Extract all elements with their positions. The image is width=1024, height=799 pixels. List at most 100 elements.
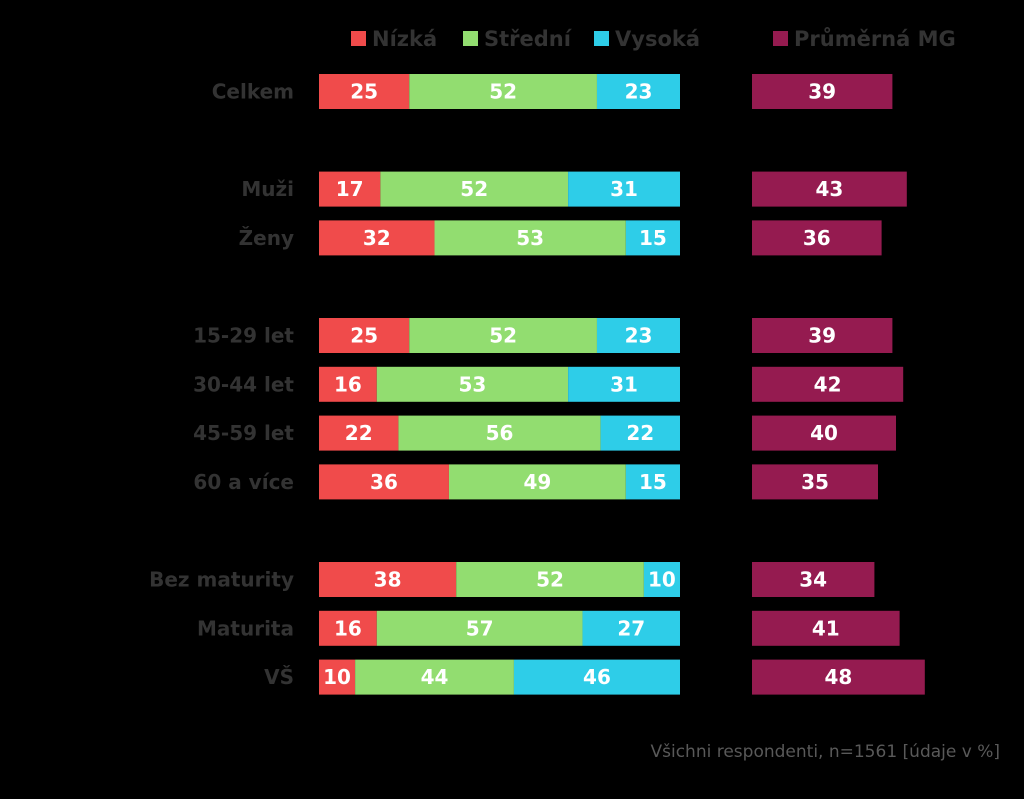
category-label-30-44-let: 30-44 let (193, 372, 294, 396)
bar-nizka-15-29-let (319, 318, 410, 353)
data-label-nizka-zeny: 32 (363, 226, 391, 250)
bar-vysoka-vs (513, 659, 680, 695)
category-label-maturita: Maturita (197, 616, 294, 640)
legend-label-stredni: Střední (484, 27, 573, 51)
data-label-mean-15-29-let: 39 (808, 324, 836, 348)
bar-vysoka-45-59-let (600, 415, 680, 451)
legend-label-nizka: Nízká (372, 27, 437, 51)
data-label-nizka-15-29-let: 25 (350, 324, 378, 348)
data-label-mean-vs: 48 (824, 665, 852, 689)
data-label-nizka-vs: 10 (323, 665, 351, 689)
bar-mean-vs (752, 659, 925, 695)
legend-swatch-vysoka (594, 31, 609, 46)
category-label-45-59-let: 45-59 let (193, 421, 294, 445)
data-label-vysoka-30-44-let: 31 (610, 372, 638, 396)
legend-swatch-prumerna-mg (773, 31, 788, 46)
stacked-bars: 25 52 23 17 52 31 32 53 15 25 52 23 16 53 31 22 56 22 36 49… (319, 74, 680, 695)
data-label-nizka-celkem: 25 (350, 80, 378, 104)
data-label-mean-30-44-let: 42 (814, 372, 842, 396)
category-label-15-29-let: 15-29 let (193, 324, 294, 348)
data-label-vysoka-zeny: 15 (639, 226, 667, 250)
data-label-vysoka-bez-maturity: 10 (648, 568, 676, 592)
bar-vysoka-15-29-let (596, 318, 680, 353)
data-label-nizka-muzi: 17 (336, 177, 364, 201)
data-label-stredni-zeny: 53 (516, 226, 544, 250)
footnote: Všichni respondenti, n=1561 [údaje v %] (651, 742, 1001, 762)
legend-swatch-stredni (463, 31, 478, 46)
bar-stredni-bez-maturity (456, 562, 644, 597)
mean-bars: 39 43 36 39 42 40 35 34 41 48 (752, 74, 925, 695)
data-label-stredni-15-29-let: 52 (489, 324, 517, 348)
data-label-mean-muzi: 43 (815, 177, 843, 201)
bar-stredni-vs (355, 659, 514, 695)
data-label-stredni-30-44-let: 53 (459, 372, 487, 396)
bar-mean-zeny (752, 220, 882, 256)
data-label-stredni-bez-maturity: 52 (536, 568, 564, 592)
bar-stredni-zeny (434, 220, 626, 256)
data-label-mean-bez-maturity: 34 (799, 568, 827, 592)
bar-stredni-muzi (380, 171, 569, 207)
bar-vysoka-30-44-let (568, 366, 680, 402)
bar-vysoka-bez-maturity (643, 562, 680, 597)
bar-mean-bez-maturity (752, 562, 875, 597)
bar-vysoka-zeny (625, 220, 680, 256)
bar-nizka-bez-maturity (319, 562, 457, 597)
bar-nizka-45-59-let (319, 415, 399, 451)
category-label-bez-maturity: Bez maturity (149, 568, 294, 592)
data-label-vysoka-vs: 46 (583, 665, 611, 689)
bar-mean-45-59-let (752, 415, 896, 451)
bar-nizka-celkem (319, 74, 410, 109)
data-label-mean-celkem: 39 (808, 80, 836, 104)
data-label-vysoka-45-59-let: 22 (626, 421, 654, 445)
data-label-stredni-maturita: 57 (466, 616, 494, 640)
legend-label-vysoka: Vysoká (615, 27, 700, 51)
bar-nizka-muzi (319, 171, 381, 207)
bar-stredni-15-29-let (409, 318, 597, 353)
legend-swatch-nizka (351, 31, 366, 46)
data-label-vysoka-60-a-vice: 15 (639, 470, 667, 494)
data-label-nizka-maturita: 16 (334, 616, 362, 640)
bar-vysoka-maturita (582, 610, 680, 646)
data-label-nizka-60-a-vice: 36 (370, 470, 398, 494)
data-label-stredni-60-a-vice: 49 (523, 470, 551, 494)
data-label-vysoka-maturita: 27 (617, 616, 645, 640)
bar-mean-15-29-let (752, 318, 893, 353)
legend: Nízká Střední Vysoká Průměrná MG (351, 27, 956, 51)
bar-stredni-maturita (376, 610, 583, 646)
data-label-vysoka-muzi: 31 (610, 177, 638, 201)
bar-nizka-maturita (319, 610, 377, 646)
bar-vysoka-muzi (568, 171, 680, 207)
bar-mean-30-44-let (752, 366, 904, 402)
data-label-vysoka-15-29-let: 23 (625, 324, 653, 348)
category-labels: Celkem Muži Ženy 15-29 let 30-44 let 45-59 le… (149, 80, 294, 690)
data-label-stredni-muzi: 52 (460, 177, 488, 201)
data-label-stredni-vs: 44 (421, 665, 449, 689)
category-label-vs: VŠ (264, 665, 294, 689)
bar-stredni-30-44-let (376, 366, 569, 402)
category-label-muzi: Muži (241, 177, 294, 201)
data-label-stredni-45-59-let: 56 (486, 421, 514, 445)
bar-nizka-60-a-vice (319, 464, 449, 500)
data-label-mean-zeny: 36 (803, 226, 831, 250)
bar-stredni-45-59-let (398, 415, 601, 451)
data-label-nizka-45-59-let: 22 (345, 421, 373, 445)
bar-mean-maturita (752, 610, 900, 646)
bar-nizka-zeny (319, 220, 435, 256)
bar-mean-celkem (752, 74, 893, 109)
category-label-60-a-vice: 60 a více (193, 470, 294, 494)
bar-stredni-celkem (409, 74, 597, 109)
bar-vysoka-60-a-vice (625, 464, 680, 500)
data-label-nizka-30-44-let: 16 (334, 372, 362, 396)
data-label-mean-45-59-let: 40 (810, 421, 838, 445)
bar-nizka-30-44-let (319, 366, 377, 402)
bar-mean-muzi (752, 171, 907, 207)
data-label-vysoka-celkem: 23 (625, 80, 653, 104)
data-label-nizka-bez-maturity: 38 (374, 568, 402, 592)
category-label-zeny: Ženy (239, 226, 294, 250)
data-label-mean-maturita: 41 (812, 616, 840, 640)
category-label-celkem: Celkem (212, 80, 294, 104)
bar-vysoka-celkem (596, 74, 680, 109)
legend-label-prumerna-mg: Průměrná MG (794, 27, 956, 51)
